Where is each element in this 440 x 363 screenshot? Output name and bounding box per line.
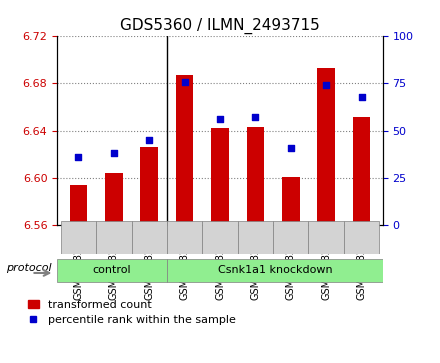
Bar [211,129,229,225]
Bar [282,177,300,225]
Bar [353,117,370,225]
FancyBboxPatch shape [132,221,167,254]
FancyBboxPatch shape [96,221,132,254]
Point [216,117,224,122]
FancyBboxPatch shape [61,221,96,254]
FancyBboxPatch shape [238,221,273,254]
Point [358,94,365,99]
Bar [246,127,264,225]
Text: protocol: protocol [6,263,51,273]
Bar [176,75,194,225]
Text: Csnk1a1 knockdown: Csnk1a1 knockdown [217,265,332,276]
Point [146,137,153,143]
Text: control: control [93,265,132,276]
FancyBboxPatch shape [57,259,167,282]
FancyBboxPatch shape [308,221,344,254]
Bar [317,68,335,225]
Point [75,154,82,160]
FancyBboxPatch shape [167,259,383,282]
Bar [140,147,158,225]
Point [110,150,117,156]
Text: GDS5360 / ILMN_2493715: GDS5360 / ILMN_2493715 [120,18,320,34]
Point [323,82,330,88]
FancyBboxPatch shape [344,221,379,254]
Legend: transformed count, percentile rank within the sample: transformed count, percentile rank withi… [28,299,235,325]
Point [287,145,294,151]
FancyBboxPatch shape [202,221,238,254]
Point [252,115,259,121]
Point [181,79,188,85]
FancyBboxPatch shape [167,221,202,254]
Bar [105,173,123,225]
FancyBboxPatch shape [273,221,308,254]
Bar [70,185,87,225]
